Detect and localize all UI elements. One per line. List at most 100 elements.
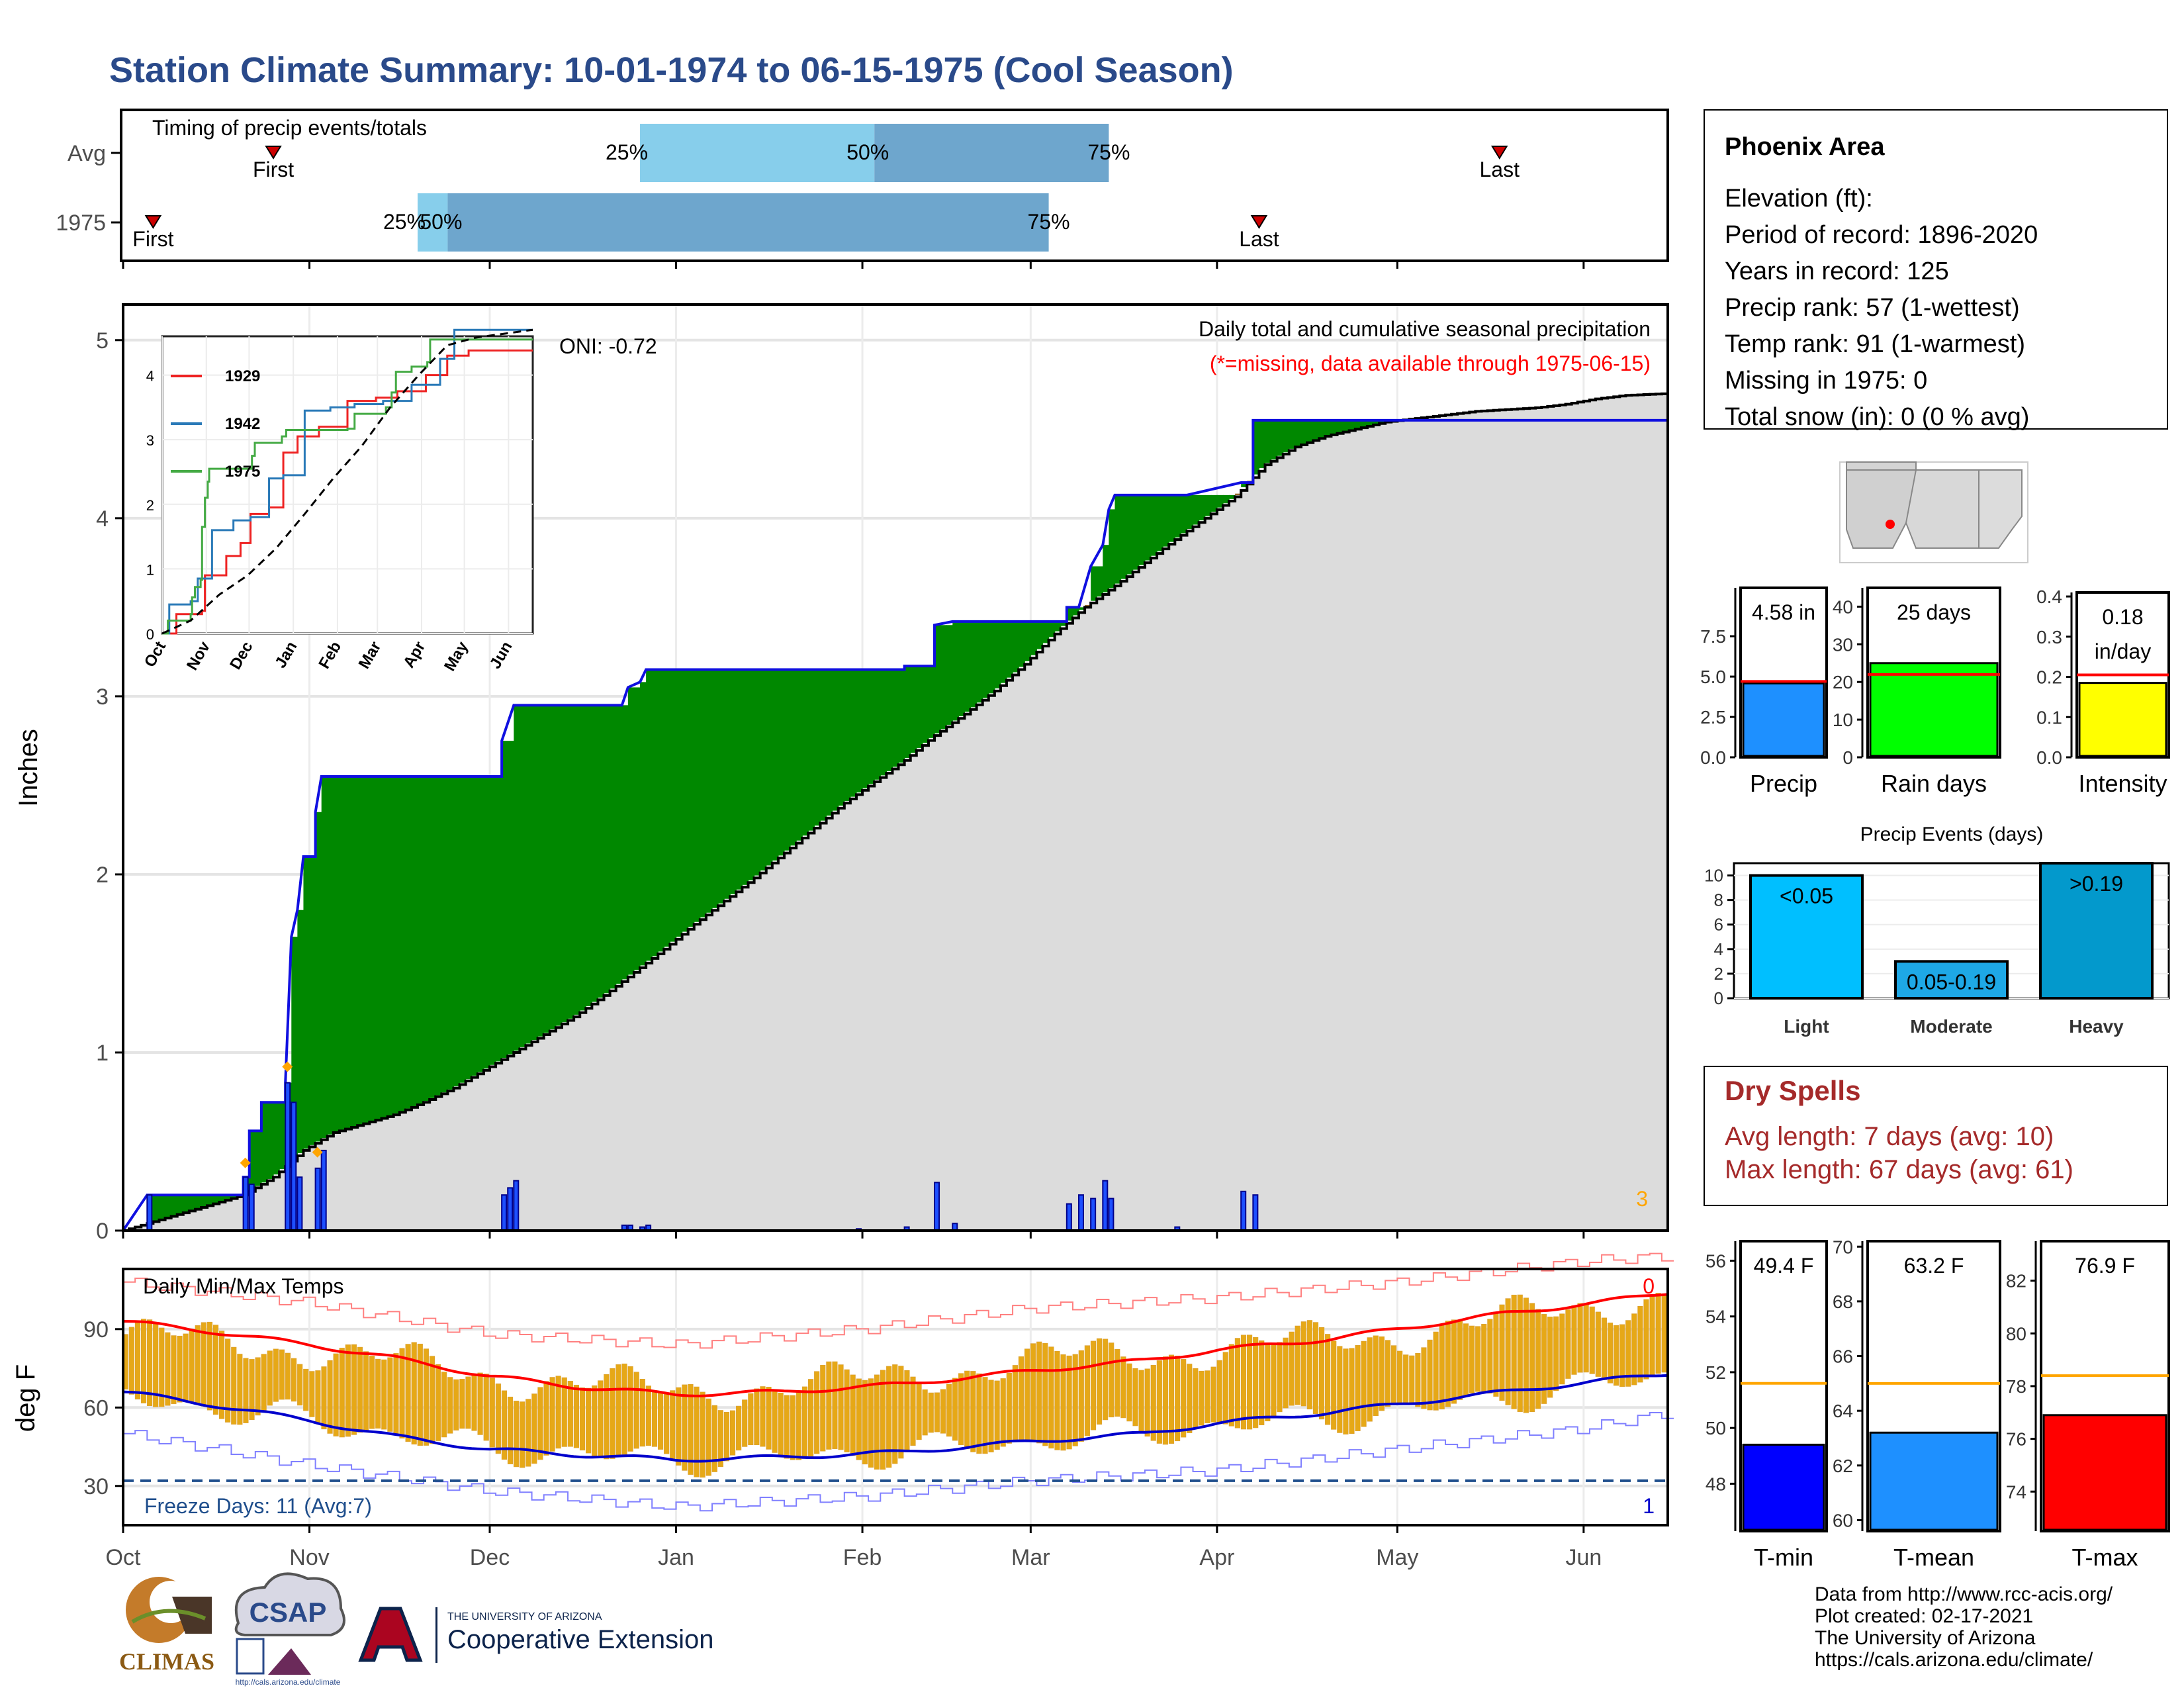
daily-temp-bar: [405, 1344, 411, 1442]
events-ytick-label: 2: [1714, 964, 1723, 984]
daily-temp-bar: [1637, 1305, 1643, 1383]
climas-logo: CLIMAS: [119, 1577, 214, 1675]
daily-temp-bar: [1355, 1345, 1361, 1431]
daily-temp-bar: [820, 1364, 826, 1452]
daily-temp-bar: [1181, 1359, 1187, 1438]
daily-temp-bar: [212, 1325, 219, 1415]
above-average-fill: [784, 669, 791, 851]
timing-first-label: First: [132, 227, 173, 251]
above-average-fill: [1361, 420, 1368, 428]
above-average-fill: [1054, 621, 1062, 632]
gauge-value-bar: [1742, 682, 1825, 757]
above-average-fill: [627, 687, 635, 975]
precip-chart-subtitle: (*=missing, data available through 1975-…: [1210, 352, 1651, 375]
gauge-ytick-label: 50: [1706, 1418, 1726, 1438]
daily-temp-bar: [165, 1332, 171, 1406]
gauge-ytick-label: 64: [1833, 1401, 1853, 1421]
daily-temp-bar: [1499, 1304, 1505, 1401]
above-average-fill: [231, 1195, 238, 1198]
daily-temp-bar: [441, 1372, 447, 1438]
above-average-fill: [724, 669, 731, 899]
daily-temp-bar: [177, 1335, 183, 1403]
above-average-fill: [688, 669, 695, 927]
daily-temp-bar: [514, 1401, 520, 1468]
station-info-line: Total snow (in): 0 (0 % avg): [1725, 403, 2029, 431]
gauge-ytick-label: 54: [1706, 1307, 1726, 1327]
gauge-value-label: 0.18: [2102, 605, 2143, 629]
daily-temp-bar: [393, 1353, 399, 1435]
daily-temp-bar: [495, 1383, 501, 1454]
daily-temp-bar: [327, 1360, 333, 1434]
daily-temp-bar: [1427, 1339, 1433, 1411]
temperature-panel: Daily Min/Max Temps Freeze Days: 11 (Avg…: [11, 1252, 1674, 1570]
daily-temp-bar: [1306, 1320, 1312, 1410]
above-average-fill: [1301, 420, 1308, 444]
daily-temp-bar: [748, 1393, 754, 1445]
inset-frame: [161, 335, 534, 635]
above-average-fill: [712, 669, 719, 908]
daily-temp-bar: [1277, 1342, 1283, 1413]
daily-temp-bar: [525, 1399, 531, 1467]
daily-temp-bar: [1649, 1294, 1655, 1376]
above-average-fill: [838, 669, 845, 806]
daily-temp-bar: [1403, 1354, 1409, 1404]
station-info-frame: [1704, 109, 2168, 430]
events-category-label: Heavy: [2069, 1016, 2124, 1037]
daily-temp-bar: [483, 1374, 489, 1441]
daily-temp-bar: [1078, 1350, 1084, 1442]
above-average-fill: [1241, 483, 1248, 488]
above-average-fill: [922, 666, 929, 743]
daily-temp-bar: [315, 1370, 321, 1424]
daily-temp-bar: [1390, 1345, 1397, 1405]
gauge-ytick-label: 20: [1833, 672, 1853, 692]
gauge-ytick-label: 40: [1833, 596, 1853, 617]
gauge-value-label: 76.9 F: [2075, 1254, 2135, 1278]
daily-temp-bar: [249, 1359, 255, 1420]
inset-ytick-label: 0: [146, 626, 154, 643]
daily-temp-bar: [736, 1405, 742, 1451]
daily-temp-bar: [621, 1363, 627, 1455]
above-average-fill: [1337, 420, 1344, 433]
station-info-line: Temp rank: 91 (1-warmest): [1725, 330, 2025, 358]
gauge-value-label: 25 days: [1897, 600, 1971, 624]
daily-temp-bar: [976, 1373, 982, 1454]
above-average-fill: [1187, 494, 1194, 529]
events-bar: [2039, 862, 2154, 1000]
daily-temp-bar: [928, 1392, 934, 1433]
daily-temp-bar: [219, 1331, 225, 1419]
record-min-line: [123, 1411, 1674, 1512]
daily-temp-bar: [645, 1385, 651, 1446]
daily-temp-bar: [128, 1327, 134, 1395]
daily-temp-bar: [471, 1374, 477, 1431]
above-average-fill: [1289, 420, 1296, 449]
temp-month-label: Apr: [1199, 1545, 1234, 1570]
daily-temp-bar: [1210, 1366, 1216, 1423]
inset-series-line: [162, 338, 533, 635]
above-average-fill: [514, 705, 520, 1051]
above-average-fill: [267, 1102, 274, 1179]
daily-temp-bar: [1541, 1314, 1547, 1404]
daily-temp-bar: [195, 1325, 201, 1404]
footer-line: Data from http://www.rcc-acis.org/: [1815, 1583, 2113, 1605]
daily-temp-bar: [796, 1392, 802, 1460]
precip-ytick-label: 0: [96, 1219, 109, 1244]
daily-temp-bar: [1631, 1313, 1637, 1385]
above-average-fill: [189, 1195, 196, 1211]
above-average-fill: [820, 669, 827, 821]
above-average-fill: [1331, 420, 1338, 434]
above-average-fill: [1210, 494, 1218, 512]
above-average-fill: [1216, 494, 1224, 508]
footer-line: The University of Arizona: [1815, 1627, 2036, 1649]
gauge-ytick-label: 0.3: [2036, 627, 2062, 647]
gauge-xlabel: Precip: [1750, 770, 1817, 797]
timing-50-75-bar: [874, 124, 1109, 182]
daily-precip-bar: [1077, 1194, 1084, 1231]
daily-temp-bar: [627, 1366, 633, 1452]
footer-line: https://cals.arizona.edu/climate/: [1815, 1649, 2093, 1671]
csap-logo-mountain: [268, 1648, 311, 1675]
above-average-fill: [1072, 607, 1079, 616]
temp-month-label: May: [1376, 1545, 1418, 1570]
daily-temp-bar: [225, 1338, 231, 1423]
logos: CLIMAS CSAP http://cals.arizona.edu/clim…: [119, 1572, 713, 1687]
